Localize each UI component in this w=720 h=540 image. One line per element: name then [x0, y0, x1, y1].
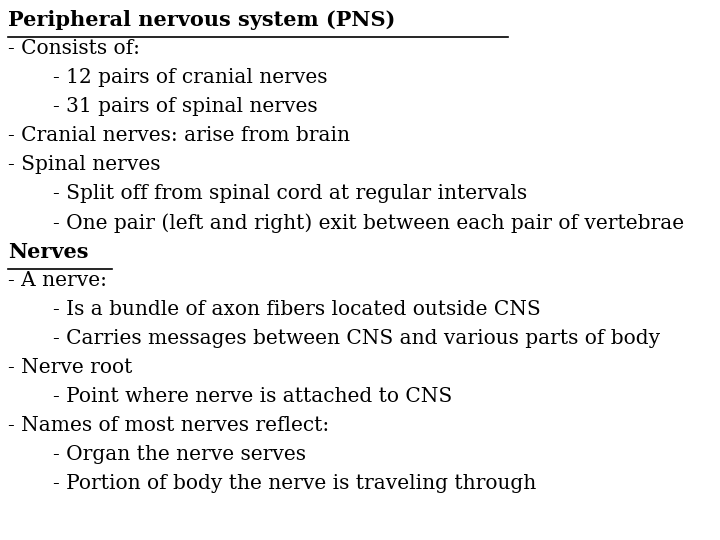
Text: - Cranial nerves: arise from brain: - Cranial nerves: arise from brain	[8, 126, 350, 145]
Text: - Spinal nerves: - Spinal nerves	[8, 155, 161, 174]
Text: - Point where nerve is attached to CNS: - Point where nerve is attached to CNS	[53, 387, 452, 406]
Text: - A nerve:: - A nerve:	[8, 271, 107, 290]
Text: - 31 pairs of spinal nerves: - 31 pairs of spinal nerves	[53, 97, 318, 116]
Text: - Is a bundle of axon fibers located outside CNS: - Is a bundle of axon fibers located out…	[53, 300, 541, 319]
Text: - Split off from spinal cord at regular intervals: - Split off from spinal cord at regular …	[53, 184, 527, 203]
Text: Peripheral nervous system (PNS): Peripheral nervous system (PNS)	[8, 10, 395, 30]
Text: - 12 pairs of cranial nerves: - 12 pairs of cranial nerves	[53, 68, 328, 87]
Text: Nerves: Nerves	[8, 242, 89, 262]
Text: - Names of most nerves reflect:: - Names of most nerves reflect:	[8, 416, 329, 435]
Text: - Consists of:: - Consists of:	[8, 39, 140, 58]
Text: - Carries messages between CNS and various parts of body: - Carries messages between CNS and vario…	[53, 329, 660, 348]
Text: - One pair (left and right) exit between each pair of vertebrae: - One pair (left and right) exit between…	[53, 213, 684, 233]
Text: - Portion of body the nerve is traveling through: - Portion of body the nerve is traveling…	[53, 474, 536, 493]
Text: - Nerve root: - Nerve root	[8, 358, 132, 377]
Text: - Organ the nerve serves: - Organ the nerve serves	[53, 445, 306, 464]
